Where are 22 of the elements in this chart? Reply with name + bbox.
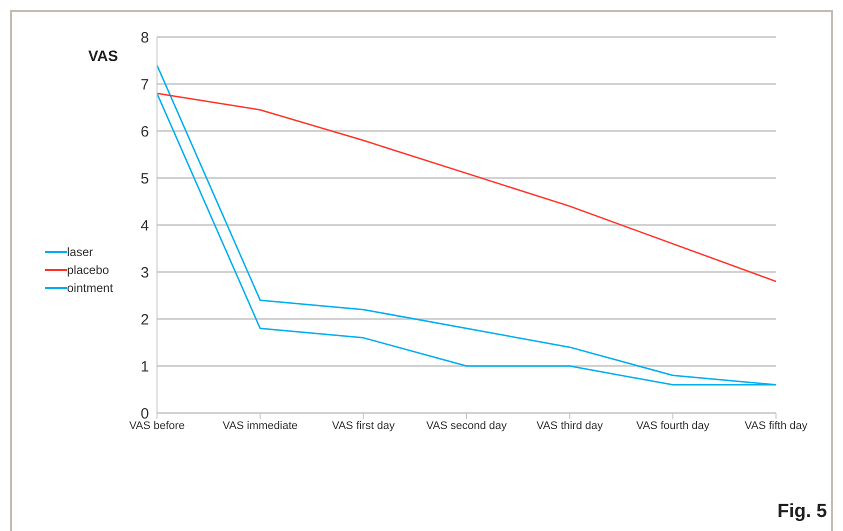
- x-tick-label: VAS before: [129, 420, 185, 432]
- line-series: [156, 92, 777, 282]
- y-tick-label: 3: [140, 264, 149, 282]
- y-tick-label: 1: [140, 358, 149, 376]
- y-tick-label: 2: [140, 311, 149, 328]
- x-tick-label: VAS first day: [332, 420, 396, 432]
- legend-label: ointment: [67, 280, 114, 297]
- legend-label: laser: [67, 244, 94, 261]
- y-tick-label: 6: [140, 123, 149, 140]
- x-tick-label: VAS fifth day: [744, 420, 808, 432]
- x-tick-label: VAS fourth day: [636, 420, 710, 432]
- x-tick-label: VAS second day: [426, 420, 508, 432]
- y-tick-label: 4: [140, 217, 149, 234]
- y-tick-label: 8: [140, 29, 149, 46]
- y-tick-label: 7: [140, 76, 149, 94]
- caption: Fig. 5: [777, 501, 827, 523]
- y-tick-label: 5: [140, 170, 149, 188]
- x-tick-label: VAS third day: [536, 420, 604, 432]
- legend-label: placebo: [67, 262, 110, 279]
- y-tick-label: 0: [140, 405, 149, 422]
- x-tick-label: VAS immediate: [222, 420, 298, 432]
- y-axis-title: VAS: [87, 48, 118, 65]
